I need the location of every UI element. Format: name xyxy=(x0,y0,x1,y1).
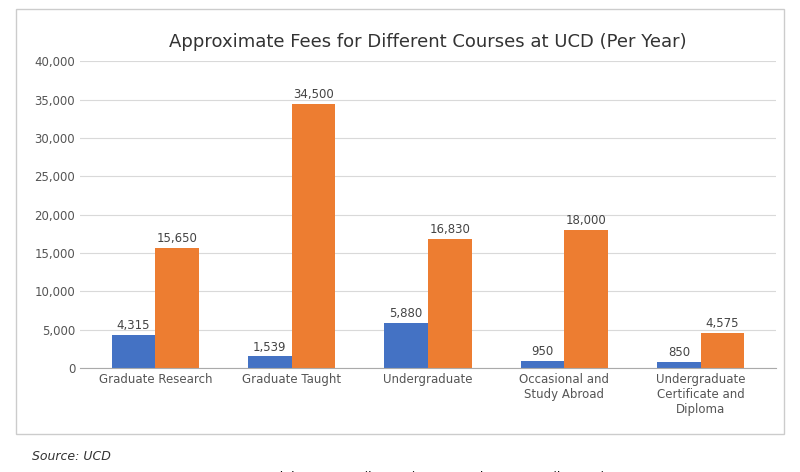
Text: 15,650: 15,650 xyxy=(157,232,198,245)
Text: 850: 850 xyxy=(668,346,690,359)
Text: 5,880: 5,880 xyxy=(390,307,423,320)
Bar xyxy=(521,361,564,368)
Bar xyxy=(112,335,155,368)
Bar xyxy=(701,333,744,368)
Text: 18,000: 18,000 xyxy=(566,214,606,228)
Bar xyxy=(292,103,335,368)
Text: 34,500: 34,500 xyxy=(293,88,334,101)
Text: 950: 950 xyxy=(531,345,554,358)
Legend: Minimum Fees (in Euro), Maximum Fees (in Euro): Minimum Fees (in Euro), Maximum Fees (in… xyxy=(246,466,610,472)
Text: 1,539: 1,539 xyxy=(253,341,286,354)
Bar xyxy=(564,230,608,368)
Text: 16,830: 16,830 xyxy=(430,223,470,236)
Text: 4,315: 4,315 xyxy=(117,320,150,332)
Title: Approximate Fees for Different Courses at UCD (Per Year): Approximate Fees for Different Courses a… xyxy=(169,34,687,51)
Bar xyxy=(657,362,701,368)
Bar xyxy=(155,248,199,368)
Bar xyxy=(248,356,292,368)
Bar xyxy=(384,323,428,368)
Text: 4,575: 4,575 xyxy=(706,317,739,330)
Bar xyxy=(428,239,472,368)
Text: Source: UCD: Source: UCD xyxy=(32,449,111,463)
